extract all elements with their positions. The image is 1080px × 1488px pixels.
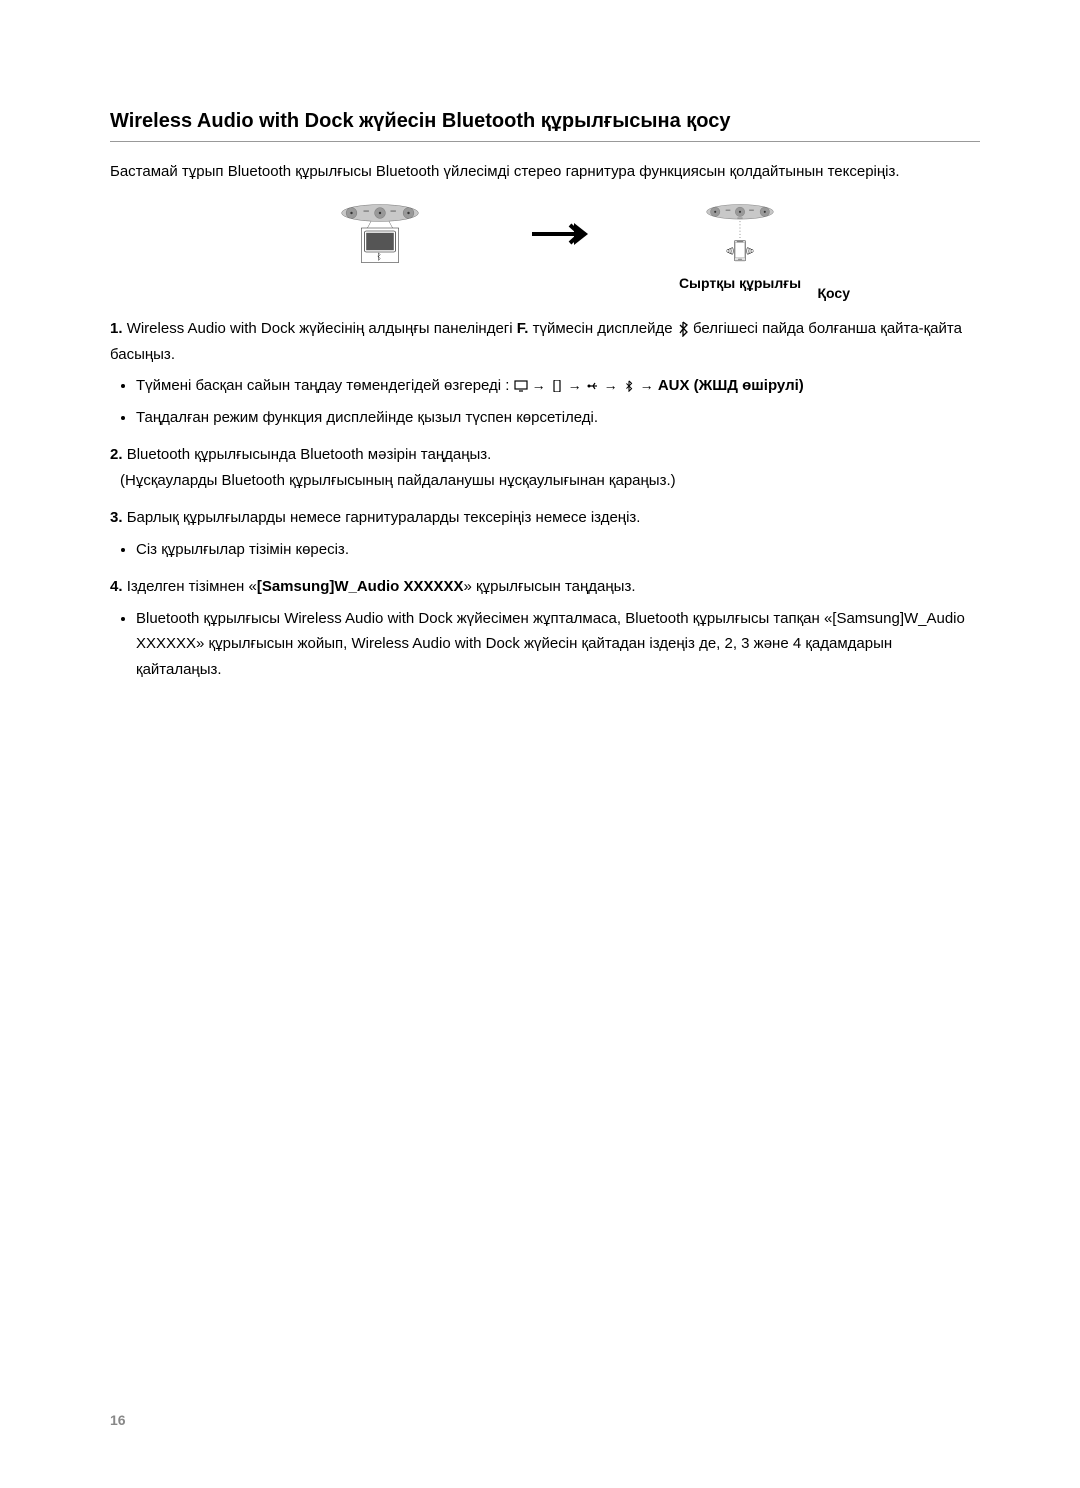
speaker-right-icon [610, 204, 870, 264]
step-3: 3. Барлық құрылғыларды немесе гарнитурал… [110, 505, 980, 562]
step-2-number: 2. [110, 446, 123, 463]
arrow-1: → [532, 374, 546, 398]
connection-diagram: Сыртқы құрылғы [110, 204, 980, 291]
step-4-sublist: Bluetooth құрылғысы Wireless Audio with … [110, 606, 980, 683]
arrow-3: → [604, 374, 618, 398]
step-3-number: 3. [110, 509, 123, 526]
step-1-number: 1. [110, 320, 123, 337]
bluetooth-small-icon [622, 380, 636, 392]
tv-icon [514, 380, 528, 392]
speaker-with-bluetooth-device [250, 204, 510, 269]
step-4: 4. Ізделген тізімнен «[Samsung]W_Audio X… [110, 574, 980, 682]
section-heading: Wireless Audio with Dock жүйесін Bluetoo… [110, 110, 980, 133]
step-1-f-button: F. [517, 320, 529, 337]
step-1-sublist: Түймені басқан сайын таңдау төмендегідей… [110, 373, 980, 430]
step-2-note: (Нұсқауларды Bluetooth құрылғысының пайд… [110, 472, 676, 489]
bluetooth-icon [677, 321, 689, 337]
instruction-steps: 1. Wireless Audio with Dock жүйесінің ал… [110, 316, 980, 682]
step-1-text-b: түймесін дисплейде [533, 320, 677, 337]
arrow-icon [530, 219, 590, 256]
step-1-sub-1-text: Түймені басқан сайын таңдау төмендегідей… [136, 377, 514, 394]
step-1-sub-1: Түймені басқан сайын таңдау төмендегідей… [136, 373, 980, 399]
heading-divider [110, 141, 980, 142]
kosu-label: Қосу [818, 285, 850, 301]
phone-icon [550, 380, 564, 392]
arrow-2: → [568, 374, 582, 398]
step-4-device-name: [Samsung]W_Audio XXXXXX [257, 578, 464, 595]
step-3-sub-1: Сіз құрылғылар тізімін көресіз. [136, 537, 980, 563]
step-3-sublist: Сіз құрылғылар тізімін көресіз. [110, 537, 980, 563]
step-1-sub-1-end: AUX (ЖШД өшірулі) [658, 377, 804, 394]
intro-text: Бастамай тұрып Bluetooth құрылғысы Bluet… [110, 160, 980, 184]
usb-icon [586, 380, 600, 392]
step-1-sub-2: Таңдалған режим функция дисплейінде қызы… [136, 405, 980, 431]
step-2-text: Bluetooth құрылғысында Bluetooth мәзірін… [127, 446, 492, 463]
step-4-sub-1: Bluetooth құрылғысы Wireless Audio with … [136, 606, 980, 683]
arrow-4: → [640, 374, 654, 398]
step-4-text-a: Ізделген тізімнен « [127, 578, 257, 595]
step-4-text-b: » құрылғысын таңдаңыз. [464, 578, 636, 595]
mode-sequence-icons: → → → → [514, 374, 654, 398]
step-1-text-a: Wireless Audio with Dock жүйесінің алдың… [127, 320, 517, 337]
page-number: 16 [110, 1412, 126, 1428]
step-2: 2. Bluetooth құрылғысында Bluetooth мәзі… [110, 442, 980, 493]
speaker-with-external-device: Сыртқы құрылғы [610, 204, 870, 291]
step-3-text: Барлық құрылғыларды немесе гарнитуралард… [127, 509, 641, 526]
speaker-left-icon [250, 204, 510, 264]
step-1: 1. Wireless Audio with Dock жүйесінің ал… [110, 316, 980, 430]
step-4-number: 4. [110, 578, 123, 595]
